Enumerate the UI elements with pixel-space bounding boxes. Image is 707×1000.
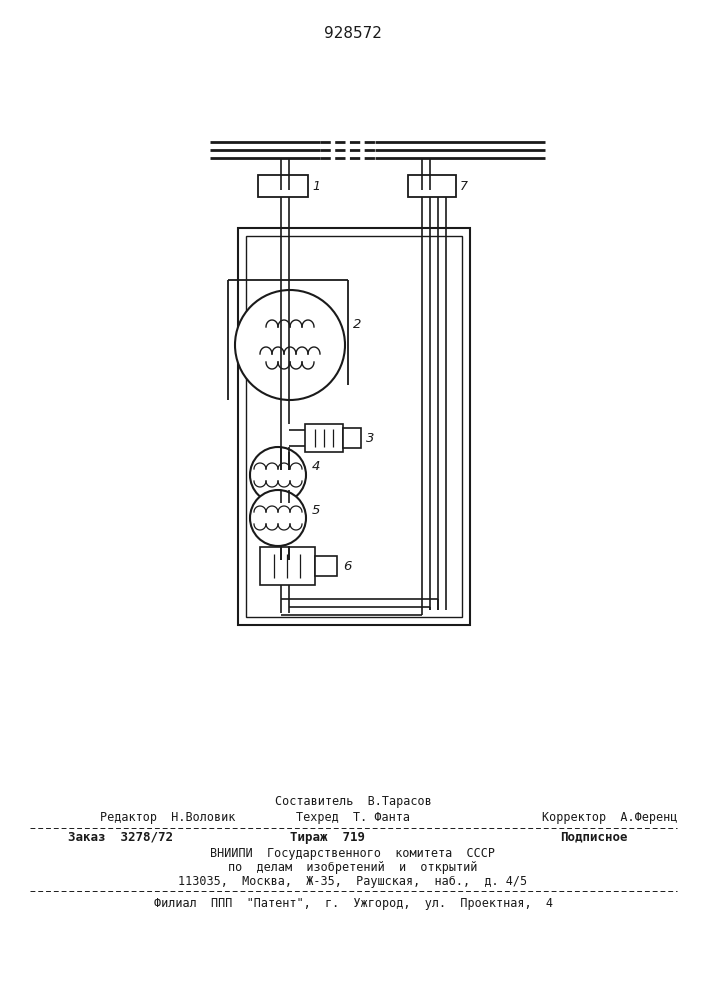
Bar bbox=[315, 556, 337, 576]
Text: 5: 5 bbox=[312, 504, 320, 516]
Bar bbox=[238, 228, 470, 625]
Circle shape bbox=[250, 447, 306, 503]
Text: 7: 7 bbox=[460, 180, 468, 192]
Text: 928572: 928572 bbox=[324, 25, 382, 40]
Text: Техред  Т. Фанта: Техред Т. Фанта bbox=[296, 812, 410, 824]
Text: Корректор  А.Ференц: Корректор А.Ференц bbox=[542, 812, 678, 824]
Text: Заказ  3278/72: Заказ 3278/72 bbox=[68, 830, 173, 844]
Bar bbox=[246, 236, 462, 617]
Text: 6: 6 bbox=[343, 560, 351, 572]
Text: 113035,  Москва,  Ж-35,  Раушская,  наб.,  д. 4/5: 113035, Москва, Ж-35, Раушская, наб., д.… bbox=[178, 874, 527, 888]
Text: Тираж  719: Тираж 719 bbox=[290, 830, 365, 844]
Text: 4: 4 bbox=[312, 460, 320, 474]
Text: Филиал  ППП  "Патент",  г.  Ужгород,  ул.  Проектная,  4: Филиал ППП "Патент", г. Ужгород, ул. Про… bbox=[153, 898, 552, 910]
Text: Редактор  Н.Воловик: Редактор Н.Воловик bbox=[100, 812, 235, 824]
Text: 3: 3 bbox=[366, 432, 375, 444]
Circle shape bbox=[235, 290, 345, 400]
Text: Составитель  В.Тарасов: Составитель В.Тарасов bbox=[274, 796, 431, 808]
Bar bbox=[305, 424, 343, 452]
Bar bbox=[343, 428, 361, 448]
Text: ВНИИПИ  Государственного  комитета  СССР: ВНИИПИ Государственного комитета СССР bbox=[211, 846, 496, 859]
Circle shape bbox=[250, 490, 306, 546]
Bar bbox=[260, 547, 315, 585]
Text: 2: 2 bbox=[353, 318, 361, 332]
Text: 1: 1 bbox=[312, 180, 320, 192]
Bar bbox=[258, 175, 308, 197]
Text: Подписное: Подписное bbox=[560, 830, 628, 844]
Text: по  делам  изобретений  и  открытий: по делам изобретений и открытий bbox=[228, 860, 478, 874]
Bar bbox=[408, 175, 456, 197]
